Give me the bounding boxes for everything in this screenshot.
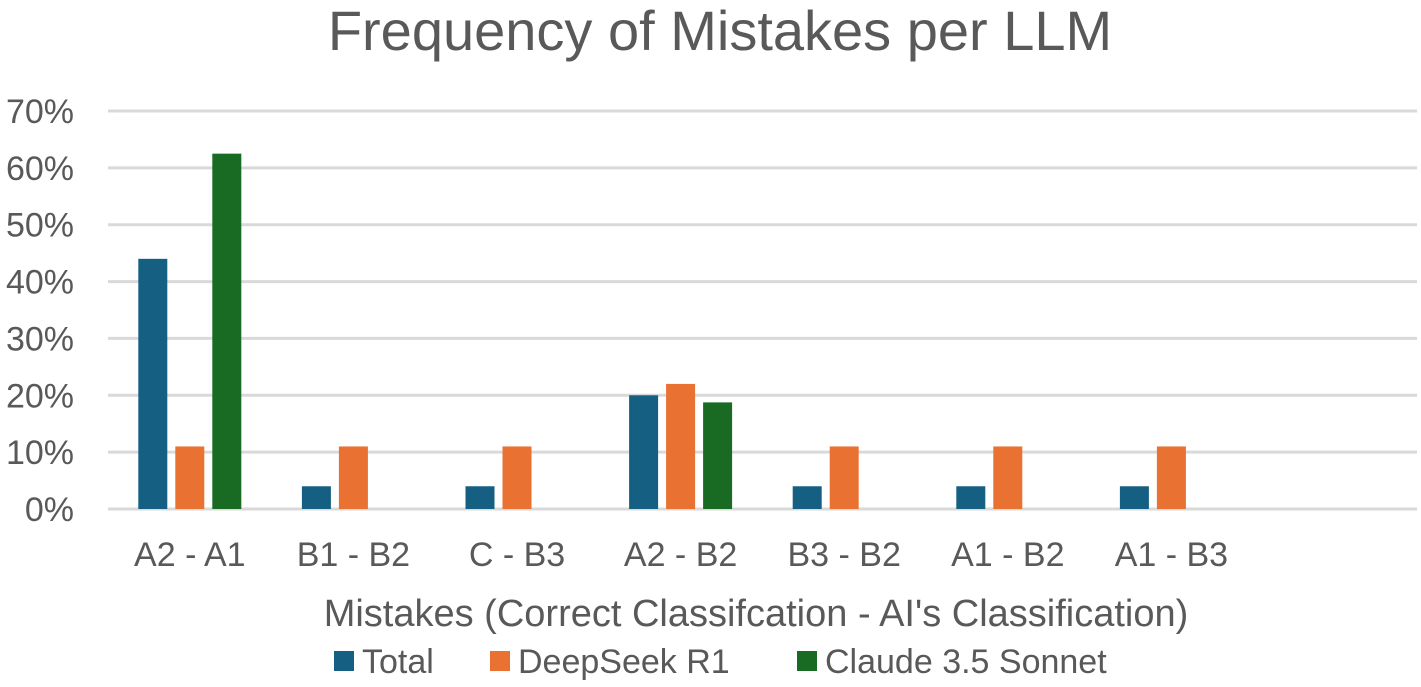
x-tick-label: C - B3	[469, 536, 565, 574]
x-tick-label: B3 - B2	[788, 536, 901, 574]
y-tick-label: 10%	[6, 434, 74, 472]
x-axis-ticks: A2 - A1 B1 - B2 C - B3 A2 - B2 B3 - B2 A1 - B…	[134, 536, 1228, 574]
x-tick-label: A1 - B3	[1115, 536, 1228, 574]
y-tick-label: 60%	[6, 150, 74, 188]
bar-deepseek-r1-6	[1156, 446, 1186, 509]
legend: Total DeepSeek R1 Claude 3.5 Sonnet	[334, 643, 1107, 681]
bar-claude-3-5-sonnet-0	[212, 153, 242, 509]
legend-label: Total	[362, 643, 434, 681]
y-tick-label: 30%	[6, 320, 74, 358]
bar-total-0	[138, 258, 168, 509]
bar-total-6	[1119, 486, 1149, 509]
bar-deepseek-r1-2	[502, 446, 532, 509]
x-tick-label: A2 - B2	[624, 536, 737, 574]
bar-total-1	[301, 486, 331, 509]
legend-swatch	[797, 651, 817, 671]
x-axis-title: Mistakes (Correct Classifcation - AI's C…	[324, 593, 1189, 635]
legend-label: Claude 3.5 Sonnet	[825, 643, 1107, 681]
bar-deepseek-r1-1	[338, 446, 368, 509]
legend-label: DeepSeek R1	[518, 643, 730, 681]
gridlines	[108, 109, 1417, 511]
bars	[138, 153, 1186, 509]
y-tick-label: 40%	[6, 264, 74, 302]
y-tick-label: 0%	[25, 491, 74, 529]
y-tick-label: 70%	[6, 93, 74, 131]
legend-swatch	[490, 651, 510, 671]
bar-claude-3-5-sonnet-3	[703, 402, 733, 509]
bar-total-3	[629, 395, 659, 509]
bar-total-5	[956, 486, 986, 509]
legend-swatch	[334, 651, 354, 671]
bar-deepseek-r1-3	[666, 383, 696, 509]
y-tick-label: 50%	[6, 207, 74, 245]
bar-deepseek-r1-0	[175, 446, 205, 509]
x-tick-label: A2 - A1	[134, 536, 246, 574]
y-axis-ticks: 0% 10% 20% 30% 40% 50% 60% 70%	[6, 93, 74, 529]
bar-total-4	[792, 486, 822, 509]
bar-deepseek-r1-5	[993, 446, 1023, 509]
chart-title: Frequency of Mistakes per LLM	[328, 0, 1112, 62]
x-tick-label: A1 - B2	[951, 536, 1064, 574]
bar-deepseek-r1-4	[829, 446, 859, 509]
bar-total-2	[465, 486, 495, 509]
x-tick-label: B1 - B2	[297, 536, 410, 574]
y-tick-label: 20%	[6, 377, 74, 415]
